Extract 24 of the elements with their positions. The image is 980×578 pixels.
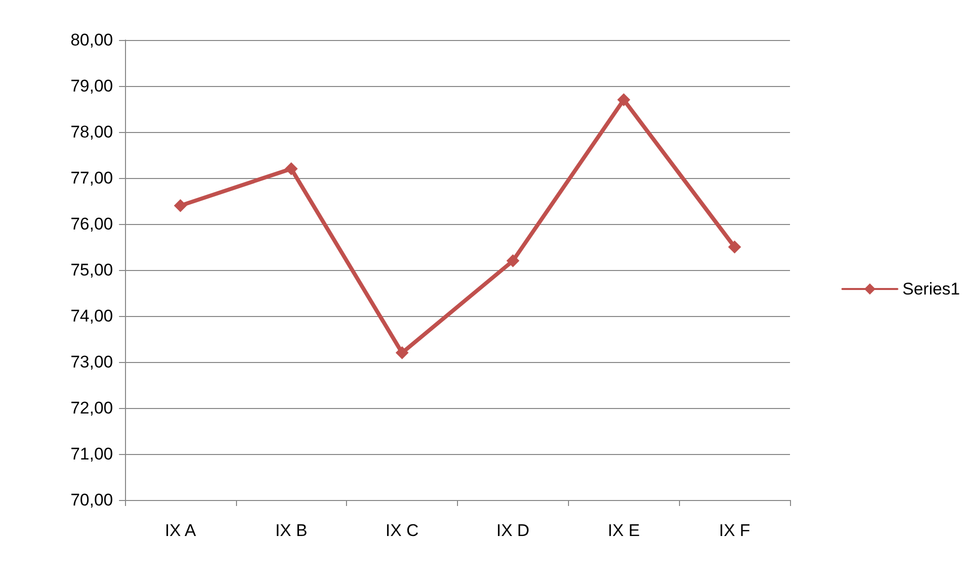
y-tick-label: 79,00 bbox=[70, 76, 113, 96]
x-tick-label: IX B bbox=[275, 521, 308, 540]
y-tick-label: 78,00 bbox=[70, 122, 113, 142]
y-tick-label: 74,00 bbox=[70, 306, 113, 326]
y-tick-label: 71,00 bbox=[70, 444, 113, 464]
x-tick-label: IX D bbox=[496, 521, 530, 540]
y-tick-label: 80,00 bbox=[70, 30, 113, 50]
legend-label: Series1 bbox=[902, 280, 960, 298]
y-tick-label: 75,00 bbox=[70, 260, 113, 280]
point bbox=[617, 93, 630, 106]
y-tick-label: 70,00 bbox=[70, 490, 113, 510]
x-tick-label: IX E bbox=[608, 521, 640, 540]
point bbox=[506, 254, 520, 268]
y-tick-label: 72,00 bbox=[70, 398, 113, 418]
y-tick-label: 76,00 bbox=[70, 214, 113, 234]
y-tick-label: 77,00 bbox=[70, 168, 113, 188]
x-tick-label: IX F bbox=[718, 521, 750, 540]
point bbox=[174, 199, 187, 212]
point bbox=[728, 240, 742, 254]
x-tick-label: IX C bbox=[386, 521, 419, 540]
x-tick-label: IX A bbox=[164, 521, 197, 540]
point bbox=[396, 346, 409, 360]
y-tick-label: 73,00 bbox=[70, 352, 113, 372]
point bbox=[284, 162, 298, 176]
